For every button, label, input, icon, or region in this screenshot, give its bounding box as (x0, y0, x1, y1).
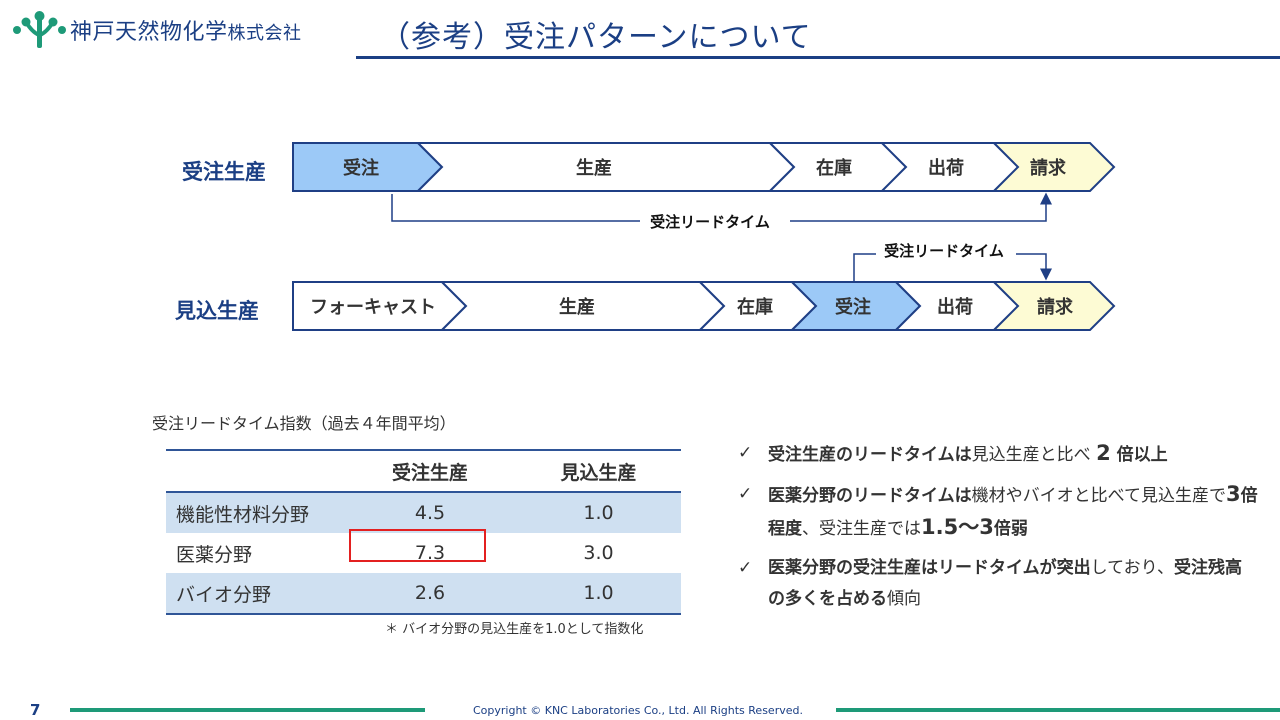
company-logo: 神戸天然物化学株式会社 (12, 8, 302, 52)
table-header-field (166, 449, 344, 493)
make-to-stock-label: 見込生産 (175, 299, 259, 323)
checkmark-icon: ✓ (738, 558, 753, 578)
mto-step-shipping: 出荷 (928, 157, 964, 179)
mto-step-billing: 請求 (1030, 157, 1067, 179)
row-mts-value: 1.0 (516, 492, 681, 533)
table-row: 機能性材料分野 4.5 1.0 (166, 492, 681, 533)
page-number: 7 (30, 701, 41, 719)
row-field: 機能性材料分野 (166, 492, 344, 533)
lead-time-index-table: 受注生産 見込生産 機能性材料分野 4.5 1.0 医薬分野 7.3 3.0 バ… (166, 449, 681, 615)
tree-logo-icon (13, 11, 66, 48)
mts-lead-time-bracket (853, 253, 1046, 281)
row-mto-value: 7.3 (414, 542, 446, 564)
key-point: ✓ 医薬分野の受注生産はリードタイムが突出しており、受注残高の多くを占める傾向 (738, 553, 1258, 615)
mto-lead-time-label: 受注リードタイム (650, 213, 770, 231)
mts-step-order: 受注 (835, 296, 871, 318)
mts-step-stock: 在庫 (737, 296, 773, 318)
footer-line-right (836, 708, 1280, 712)
key-points-list: ✓ 受注生産のリードタイムは見込生産と比べ 2 倍以上 ✓ 医薬分野のリードタイ… (738, 438, 1258, 623)
footer-line-left (70, 708, 425, 712)
mto-lead-time-bracket (391, 194, 1046, 222)
company-suffix: 株式会社 (227, 23, 302, 44)
mts-lead-time-label: 受注リードタイム (884, 242, 1004, 260)
checkmark-icon: ✓ (738, 443, 753, 463)
key-point: ✓ 受注生産のリードタイムは見込生産と比べ 2 倍以上 (738, 438, 1258, 471)
table-header-row: 受注生産 見込生産 (166, 449, 681, 493)
mto-step-billing-shape (991, 142, 1116, 192)
page-title: （参考）受注パターンについて (380, 20, 812, 55)
row-mto-value: 4.5 (344, 492, 516, 533)
make-to-order-label: 受注生産 (182, 160, 266, 184)
title-underline (356, 56, 1280, 59)
table-header-mto: 受注生産 (344, 449, 516, 493)
key-point-text: 受注生産のリードタイムは見込生産と比べ 2 倍以上 (768, 441, 1168, 465)
row-mts-value: 3.0 (583, 542, 614, 564)
mts-step-billing: 請求 (1037, 296, 1074, 318)
mts-step-billing-shape (991, 281, 1116, 331)
table-header-mts: 見込生産 (516, 449, 681, 493)
row-field: バイオ分野 (166, 573, 344, 615)
mto-step-production: 生産 (576, 157, 612, 179)
mts-step-production: 生産 (559, 296, 595, 318)
key-point: ✓ 医薬分野のリードタイムは機材やバイオと比べて見込生産で3倍程度、受注生産では… (738, 479, 1258, 545)
mts-step-shipping: 出荷 (937, 296, 973, 318)
mto-step-order: 受注 (343, 157, 379, 179)
table-row: 医薬分野 7.3 3.0 (166, 533, 681, 573)
company-name: 神戸天然物化学株式会社 (70, 20, 302, 45)
copyright-text: Copyright © KNC Laboratories Co., Ltd. A… (473, 704, 803, 717)
mts-step-forecast: フォーキャスト (310, 297, 436, 318)
mto-step-stock: 在庫 (816, 157, 852, 179)
checkmark-icon: ✓ (738, 484, 753, 504)
table-caption: 受注リードタイム指数（過去４年間平均） (152, 414, 456, 433)
table-row: バイオ分野 2.6 1.0 (166, 573, 681, 615)
key-point-text: 医薬分野のリードタイムは機材やバイオと比べて見込生産で3倍程度、受注生産では1.… (768, 482, 1258, 539)
row-mto-value: 2.6 (344, 573, 516, 615)
key-point-text: 医薬分野の受注生産はリードタイムが突出しており、受注残高の多くを占める傾向 (768, 558, 1242, 609)
row-field: 医薬分野 (176, 543, 253, 566)
table-footnote: ＊ バイオ分野の見込生産を1.0として指数化 (385, 622, 644, 637)
row-mts-value: 1.0 (516, 573, 681, 615)
highlight-box (349, 529, 486, 562)
